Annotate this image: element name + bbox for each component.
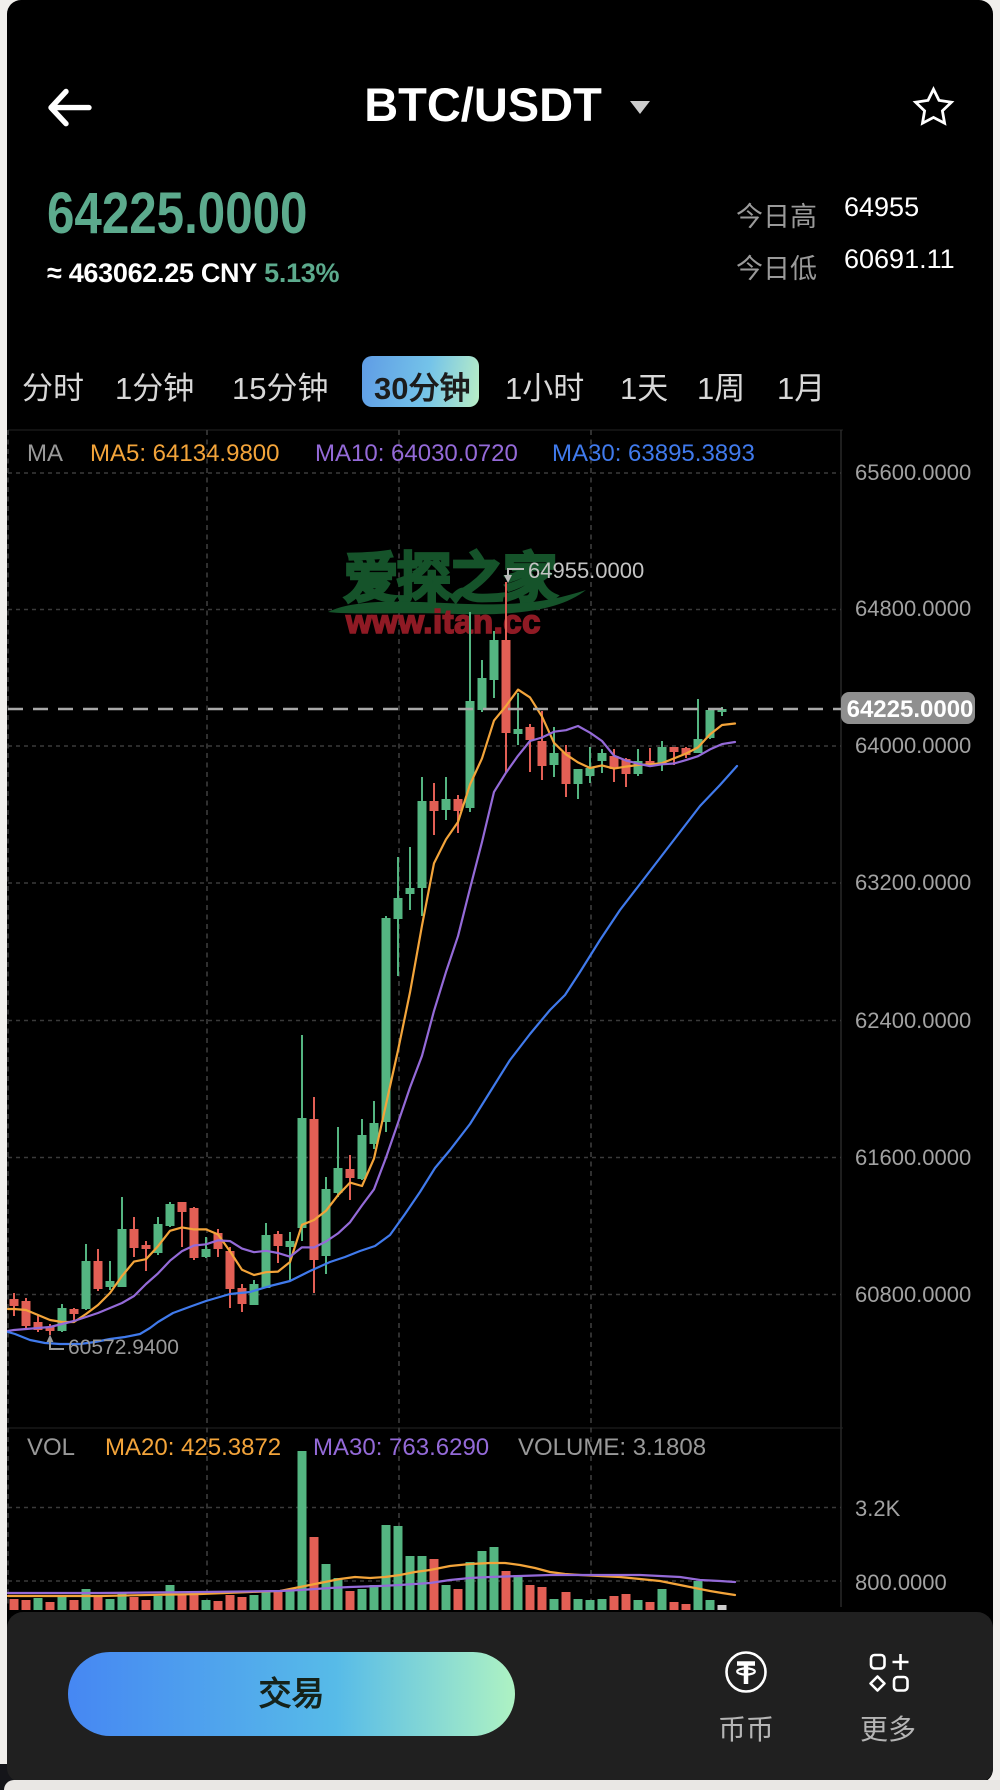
- svg-text:3.2K: 3.2K: [855, 1496, 901, 1521]
- svg-text:MA10: 64030.0720: MA10: 64030.0720: [315, 440, 518, 467]
- svg-text:爱探之家: 爱探之家: [344, 549, 557, 609]
- svg-text:800.0000: 800.0000: [855, 1570, 947, 1595]
- svg-text:MA30: 763.6290: MA30: 763.6290: [313, 1434, 489, 1461]
- svg-text:64955.0000: 64955.0000: [528, 558, 644, 583]
- svg-text:VOL: VOL: [27, 1434, 75, 1461]
- svg-text:64225.0000: 64225.0000: [847, 696, 974, 723]
- svg-text:MA20: 425.3872: MA20: 425.3872: [105, 1434, 281, 1461]
- svg-text:60572.9400: 60572.9400: [68, 1336, 179, 1359]
- svg-text:www.itan.cc: www.itan.cc: [345, 603, 541, 640]
- svg-text:61600.0000: 61600.0000: [855, 1145, 971, 1170]
- svg-text:64000.0000: 64000.0000: [855, 733, 971, 758]
- svg-text:63200.0000: 63200.0000: [855, 870, 971, 895]
- svg-text:MA5: 64134.9800: MA5: 64134.9800: [90, 440, 279, 467]
- svg-text:65600.0000: 65600.0000: [855, 460, 971, 485]
- svg-text:60800.0000: 60800.0000: [855, 1282, 971, 1307]
- svg-text:64800.0000: 64800.0000: [855, 596, 971, 621]
- svg-text:MA30: 63895.3893: MA30: 63895.3893: [552, 440, 755, 467]
- svg-text:MA: MA: [27, 440, 63, 467]
- svg-text:VOLUME: 3.1808: VOLUME: 3.1808: [518, 1434, 706, 1461]
- svg-text:62400.0000: 62400.0000: [855, 1008, 971, 1033]
